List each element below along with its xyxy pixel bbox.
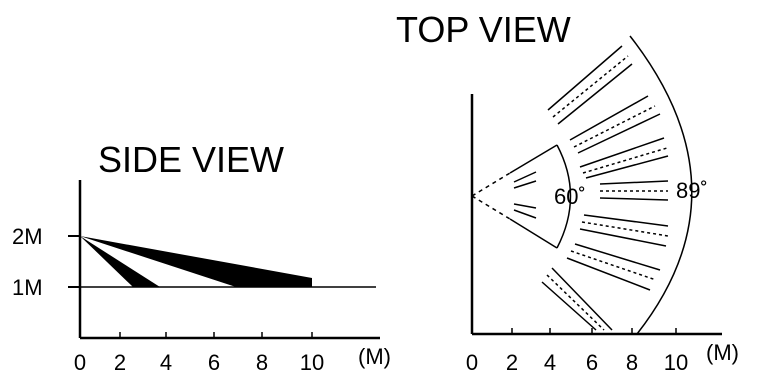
top-view-xtick-10: 10 — [664, 350, 688, 374]
side-view-xtick-10: 10 — [300, 350, 324, 374]
top-view-detection-zones — [513, 45, 669, 331]
top-view-xtick-6: 6 — [586, 350, 598, 374]
side-view-x-ticks — [79, 332, 313, 338]
inner-angle-arc — [556, 144, 572, 249]
top-view-xtick-8: 8 — [626, 350, 638, 374]
side-view: SIDE VIEW 2M 1M 0 2 4 6 8 10 (M) — [12, 139, 391, 374]
side-view-ylabel-2m: 2M — [12, 224, 43, 249]
side-view-xtick-2: 2 — [114, 350, 126, 374]
top-view-x-ticks — [471, 328, 677, 334]
side-view-long-beam — [80, 236, 312, 287]
side-view-ylabel-1m: 1M — [12, 275, 43, 300]
outer-angle-arc — [629, 35, 693, 335]
inner-angle-label: 60˚ — [554, 184, 586, 209]
side-view-xtick-4: 4 — [160, 350, 172, 374]
top-view: TOP VIEW — [396, 9, 739, 374]
side-view-xtick-6: 6 — [208, 350, 220, 374]
top-view-xtick-4: 4 — [544, 350, 556, 374]
outer-angle-label: 89˚ — [676, 178, 708, 203]
side-view-xtick-0: 0 — [74, 350, 86, 374]
side-view-title: SIDE VIEW — [98, 139, 284, 180]
top-view-title: TOP VIEW — [396, 9, 571, 50]
side-view-short-beam — [80, 236, 160, 287]
side-view-xtick-8: 8 — [256, 350, 268, 374]
top-view-unit: (M) — [706, 340, 739, 365]
side-view-unit: (M) — [358, 344, 391, 369]
top-view-xtick-2: 2 — [506, 350, 518, 374]
top-view-coverage-fan — [471, 35, 693, 335]
top-view-xtick-0: 0 — [466, 350, 478, 374]
